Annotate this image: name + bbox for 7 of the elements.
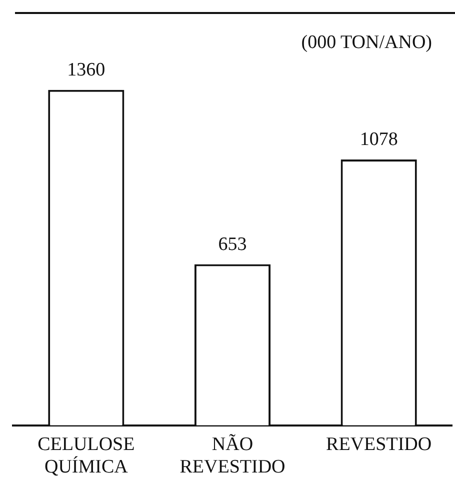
- x-tick-label: CELULOSE QUÍMICA: [38, 434, 135, 478]
- text: (000 TON/ANO): [301, 32, 432, 53]
- data-label: 653: [218, 234, 247, 255]
- data-label: 1078: [360, 128, 398, 150]
- x-tick-label: REVESTIDO: [326, 434, 432, 455]
- data-label: 1360: [67, 59, 106, 80]
- x-tick-label: NÃO REVESTIDO: [180, 434, 286, 478]
